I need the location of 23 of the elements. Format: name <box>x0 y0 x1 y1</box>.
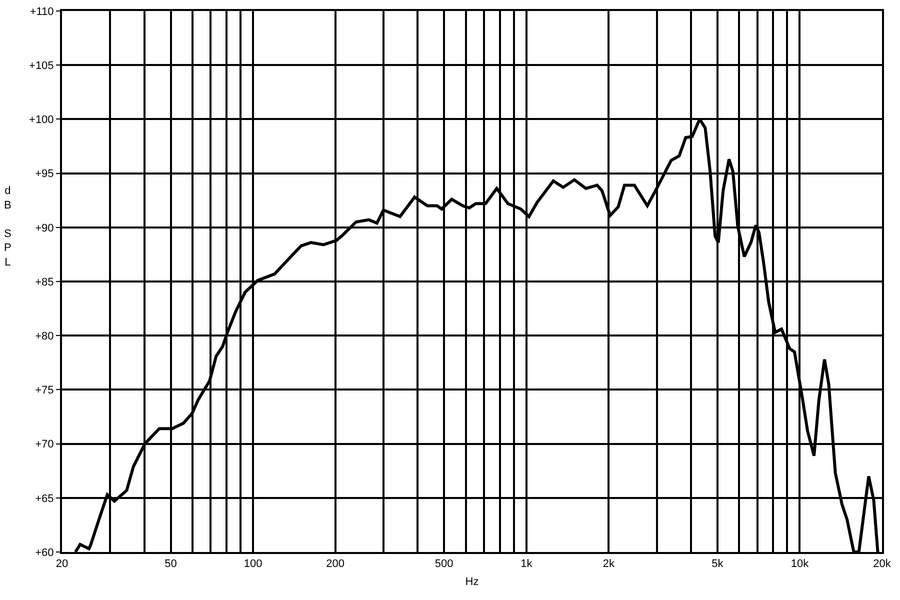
x-tick-label: 2k <box>602 558 615 570</box>
x-tick-label: 20k <box>873 558 892 570</box>
y-tick-label: +80 <box>35 330 54 342</box>
x-tick-label: 50 <box>164 558 177 570</box>
y-tick-label: +85 <box>35 276 54 288</box>
x-tick-label: 200 <box>326 558 345 570</box>
x-tick-label: 100 <box>244 558 262 570</box>
y-tick-label: +70 <box>35 438 54 451</box>
x-axis-title: Hz <box>465 576 479 588</box>
x-tick-label: 10k <box>790 558 810 570</box>
y-tick-label: +90 <box>35 222 54 234</box>
y-tick-label: +100 <box>29 114 54 126</box>
x-tick-label: 500 <box>434 558 454 570</box>
y-tick-label: +65 <box>35 492 54 505</box>
y-tick-label: +110 <box>30 6 54 18</box>
y-tick-label: +105 <box>29 60 54 72</box>
x-tick-label: 20 <box>56 558 68 570</box>
y-tick-label: +75 <box>35 384 54 397</box>
y-tick-label: +95 <box>35 168 54 180</box>
x-tick-label: 1k <box>520 558 533 570</box>
x-tick-label: 5k <box>712 558 724 570</box>
y-tick-label: +60 <box>35 546 54 559</box>
text: dB SPL <box>4 185 12 268</box>
